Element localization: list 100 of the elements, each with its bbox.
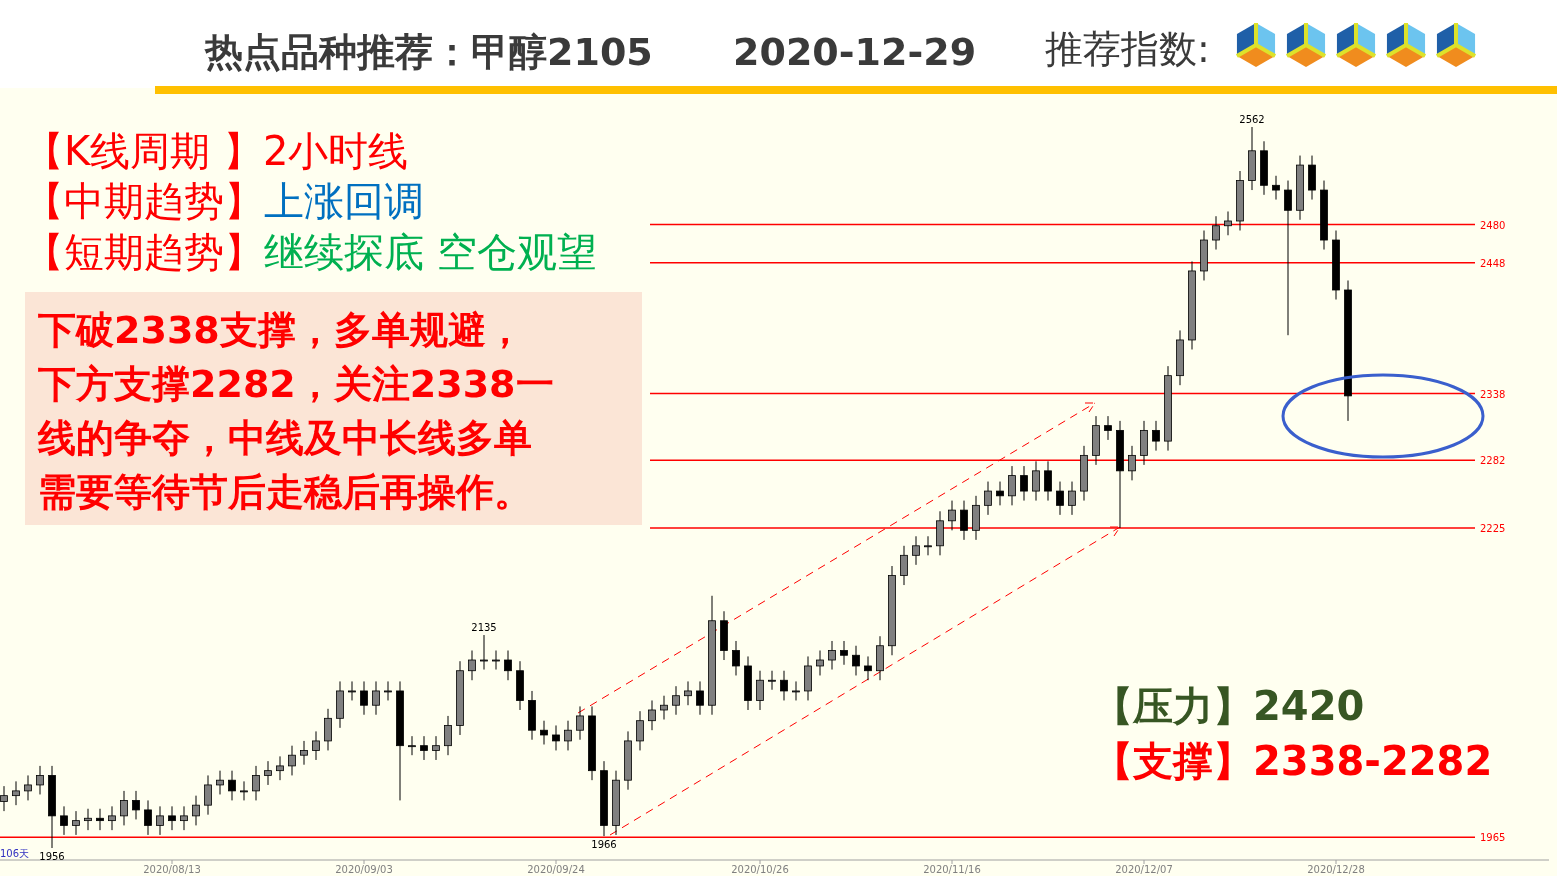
candlestick [840, 640, 848, 666]
chart-title: 热点品种推荐：甲醇2105 [204, 30, 653, 74]
candlestick [564, 720, 572, 751]
candlestick [912, 535, 920, 566]
annotation: 2135 [471, 622, 497, 634]
candlestick [324, 708, 332, 751]
candlestick [84, 808, 92, 831]
x-tick-label: 2020/10/26 [731, 864, 789, 875]
candlestick [192, 795, 200, 826]
annotation: 上涨回调 [264, 178, 424, 224]
candlestick [1056, 481, 1064, 516]
annotation: 2562 [1239, 114, 1265, 125]
candlestick [372, 680, 380, 716]
candlestick [1020, 465, 1028, 502]
candlestick [408, 735, 416, 756]
candlestick [312, 730, 320, 761]
candlestick [900, 545, 908, 586]
candlestick [684, 680, 692, 706]
candlestick [852, 645, 860, 676]
ref-line-label: 2448 [1480, 257, 1506, 269]
candlestick [384, 680, 392, 701]
ref-line-label: 2480 [1480, 219, 1506, 231]
candlestick [576, 705, 584, 741]
candlestick [780, 670, 788, 701]
candlestick [216, 770, 224, 795]
candlestick [120, 790, 128, 826]
candlestick [60, 805, 68, 836]
candlestick [204, 774, 212, 816]
annotation: 【短期趋势】 [24, 229, 264, 275]
candlestick [756, 670, 764, 711]
candlestick [948, 500, 956, 531]
candlestick [552, 724, 560, 751]
candlestick [360, 680, 368, 716]
candlestick [672, 685, 680, 716]
candlestick [480, 634, 488, 671]
candlestick [696, 680, 704, 716]
ref-line-label: 2338 [1480, 388, 1506, 400]
candlestick [264, 760, 272, 786]
candlestick [240, 780, 248, 801]
annotation: 继续探底 空仓观望 [264, 229, 597, 275]
candlestick [648, 699, 656, 731]
candlestick [0, 785, 8, 812]
candlestick [24, 774, 32, 801]
candlestick [108, 805, 116, 831]
chart-subtitle: 2020-12-29 [733, 30, 977, 74]
candlestick [960, 500, 968, 541]
candlestick [996, 481, 1004, 506]
candlestick [288, 745, 296, 776]
candlestick [768, 670, 776, 691]
ref-line-label: 2225 [1480, 522, 1506, 534]
annotation: 2小时线 [262, 128, 409, 174]
candlestick [420, 735, 428, 761]
candlestick [72, 810, 80, 836]
annotation: 下方支撑2282，关注2338一 [38, 362, 554, 406]
candlestick [1152, 420, 1160, 452]
candlestick [432, 735, 440, 761]
ref-line-label: 2282 [1480, 455, 1506, 467]
x-tick-label: 2020/12/28 [1307, 864, 1365, 875]
candlestick [228, 770, 236, 801]
candlestick [1284, 180, 1292, 336]
candlestick [168, 805, 176, 831]
candlestick [300, 740, 308, 766]
candlestick [1128, 445, 1136, 481]
candlestick [732, 640, 740, 676]
annotation: 线的争夺，中线及中长线多单 [37, 416, 532, 460]
annotation: 【支撑】 [1093, 738, 1253, 784]
annotation: 2338-2282 [1253, 738, 1493, 784]
annotation: 2420 [1253, 683, 1365, 729]
candlestick [924, 535, 932, 556]
candlestick [468, 650, 476, 681]
candlestick [864, 655, 872, 681]
annotation: 需要等待节后走稳后再操作。 [38, 470, 532, 514]
candlestick [1224, 210, 1232, 236]
candlestick [1212, 215, 1220, 251]
candlestick [36, 765, 44, 795]
candlestick [636, 710, 644, 751]
annotation: 1966 [591, 839, 617, 851]
candlestick [348, 680, 356, 701]
x-tick-label: 2020/11/16 [923, 864, 981, 875]
annotation: 106天 [0, 848, 30, 859]
text: 推荐指数: [1045, 27, 1210, 71]
x-tick-label: 2020/09/24 [527, 864, 585, 875]
candlestick [1008, 465, 1016, 506]
annotation: 1956 [39, 851, 65, 862]
annotation: 下破2338支撑，多单规避， [38, 308, 524, 352]
candlestick [1044, 460, 1052, 502]
candlestick [660, 695, 668, 720]
candlestick [1104, 415, 1112, 441]
candlestick [156, 805, 164, 836]
x-tick-label: 2020/08/13 [143, 864, 201, 875]
ref-line-label: 1965 [1480, 832, 1506, 844]
candlestick [132, 790, 140, 820]
x-tick-label: 2020/09/03 [335, 864, 393, 875]
candlestick [1068, 481, 1076, 516]
candlestick [252, 765, 260, 801]
candlestick [276, 755, 284, 781]
annotation: 【K线周期 】 [24, 128, 263, 174]
candlestick [792, 680, 800, 701]
candlestick [504, 650, 512, 681]
candlestick [96, 808, 104, 831]
